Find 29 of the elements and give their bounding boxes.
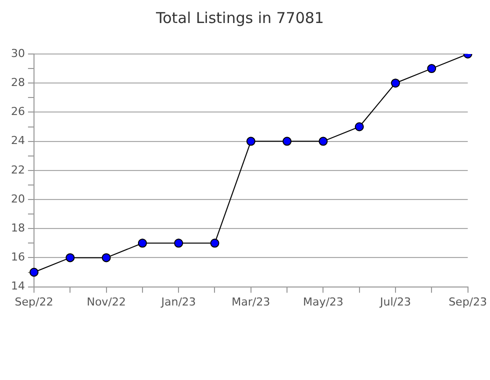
x-tick-label: Sep/23 <box>448 295 487 308</box>
y-tick-label: 24 <box>10 134 25 148</box>
point <box>174 238 184 248</box>
x-tick-label: Jul/23 <box>378 295 411 308</box>
y-tick-label: 30 <box>10 46 25 60</box>
point <box>318 136 328 146</box>
y-tick-label: 22 <box>10 163 25 176</box>
x-tick-label: Mar/23 <box>232 295 270 308</box>
point <box>282 136 292 146</box>
x-tick-label: Sep/22 <box>14 295 54 308</box>
point <box>354 122 364 132</box>
x-tick-label: Jan/23 <box>160 295 196 308</box>
point <box>102 253 111 262</box>
point <box>29 268 38 277</box>
point <box>427 64 436 74</box>
y-tick-label: 28 <box>10 76 25 89</box>
y-tick-label: 16 <box>10 250 25 264</box>
point <box>138 238 147 248</box>
point <box>66 253 75 262</box>
point <box>210 238 220 248</box>
y-tick-label: 26 <box>10 105 25 118</box>
point <box>246 136 256 146</box>
y-tick-label: 20 <box>10 192 25 206</box>
point <box>390 78 400 88</box>
chart-title: Total Listings in 77081 <box>155 8 324 27</box>
x-tick-label: May/23 <box>302 295 344 308</box>
x-tick-label: Nov/22 <box>86 295 126 308</box>
y-tick-label: 18 <box>10 221 25 234</box>
y-tick-label: 14 <box>10 280 25 293</box>
